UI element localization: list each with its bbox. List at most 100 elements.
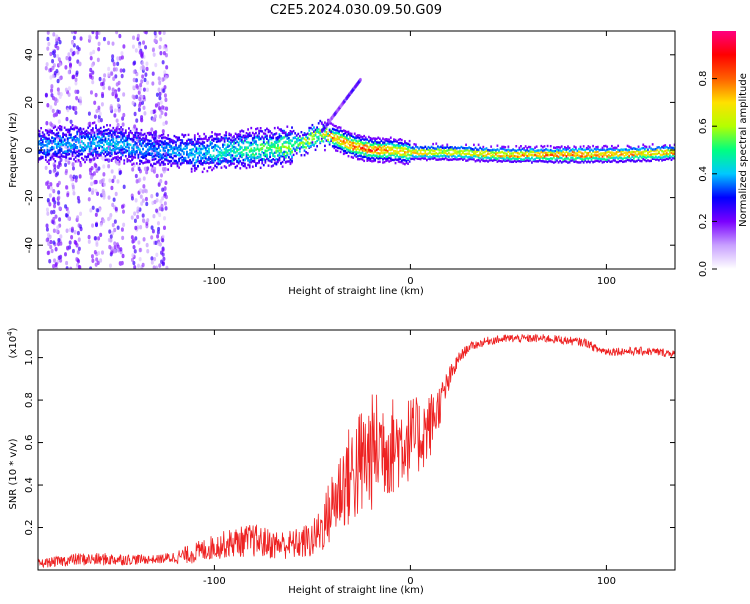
spectrogram-band-mark: [347, 146, 350, 150]
spectrogram-band-mark: [463, 149, 466, 153]
spectrogram-band-mark: [269, 155, 271, 159]
spectrogram-band-mark: [626, 155, 629, 159]
spectrogram-band-mark: [471, 156, 474, 160]
spectrogram-band-mark: [648, 155, 651, 158]
spectrogram-band-mark: [215, 162, 218, 165]
spectrogram-band-mark: [99, 137, 102, 140]
spectrogram-band-mark: [171, 151, 174, 155]
spectrogram-band-mark: [258, 152, 260, 156]
spectrogram-band-mark: [579, 155, 582, 158]
spectrogram-band-mark: [286, 141, 289, 144]
spectrogram-band-mark: [176, 139, 179, 142]
spectrogram-band-mark: [120, 152, 123, 155]
spectrogram-band-mark: [145, 142, 148, 146]
spectrogram-band-mark: [355, 145, 358, 149]
spectrogram-band-mark: [473, 150, 475, 153]
spectrogram-band-mark: [197, 140, 199, 143]
spectrogram-band-mark: [258, 161, 260, 164]
spectrogram-band-mark: [570, 149, 573, 152]
spectrogram-band-mark: [76, 130, 79, 134]
spectrogram-band-mark: [647, 155, 649, 158]
spectrogram-band-mark: [673, 147, 675, 150]
spectrogram-band-mark: [255, 164, 257, 167]
spectrogram-noise-mark: [143, 31, 147, 34]
spectrogram-band-mark: [393, 138, 395, 141]
spectrogram-noise-mark: [153, 166, 157, 172]
spectrogram-band-mark: [234, 132, 237, 135]
spectrogram-band-mark: [73, 146, 75, 149]
spectrogram-band-mark: [541, 151, 544, 154]
spectrogram-band-mark: [454, 155, 456, 158]
spectrogram-band-mark: [367, 156, 370, 160]
spectrogram-band-mark: [189, 148, 191, 152]
spectrogram-band-mark: [109, 143, 112, 147]
colorbar-ticks: 0.00.20.40.60.8: [698, 71, 717, 277]
spectrogram-band-mark: [272, 154, 275, 157]
spectrogram-noise-mark: [165, 65, 169, 70]
spectrogram-band-mark: [501, 145, 504, 149]
spectrogram-noise-mark: [157, 76, 161, 81]
spectrogram-band-mark: [273, 143, 276, 146]
spectrogram-band-mark: [541, 157, 544, 160]
spectrogram-band-mark: [129, 155, 132, 158]
spectrogram-band-mark: [284, 145, 287, 149]
spectrogram-band-mark: [355, 150, 358, 154]
spectrogram-band-mark: [596, 159, 599, 163]
spectrogram-band-mark: [458, 154, 461, 157]
spectrogram-band-mark: [352, 135, 355, 139]
spectrogram-band-mark: [51, 136, 54, 139]
spectrogram-band-mark: [215, 135, 218, 138]
spectrogram-band-mark: [443, 157, 446, 161]
spectrogram-band-mark: [380, 144, 383, 147]
spectrogram-band-mark: [88, 150, 91, 153]
spectrogram-band-mark: [531, 156, 533, 160]
spectrogram-band-mark: [540, 159, 543, 163]
spectrogram-band-mark: [396, 151, 398, 155]
spectrogram-band-mark: [333, 136, 336, 140]
spectrogram-band-mark: [617, 160, 620, 164]
spectrogram-band-mark: [289, 162, 292, 166]
spectrogram-band-mark: [596, 150, 599, 154]
spectrogram-band-mark: [159, 163, 162, 166]
spectrogram-band-mark: [228, 133, 231, 137]
spectrogram-band-mark: [330, 130, 333, 134]
spectrogram-band-mark: [653, 148, 656, 151]
spectrogram-noise-mark: [72, 74, 76, 79]
spectrogram-band-mark: [662, 146, 665, 149]
spectrogram-band-mark: [603, 148, 605, 151]
spectrogram-noise-mark: [119, 68, 123, 73]
spectrogram-band-mark: [582, 148, 585, 152]
spectrogram-band-mark: [592, 149, 594, 153]
spectrogram-band-mark: [372, 157, 375, 160]
spectrogram-band-mark: [170, 140, 173, 143]
spectrogram-band-mark: [628, 159, 631, 162]
spectrogram-band-mark: [356, 155, 359, 158]
spectrogram-band-mark: [113, 131, 116, 134]
spectrogram-band-mark: [298, 150, 301, 153]
spectrogram-band-mark: [305, 142, 308, 145]
spectrogram-band-mark: [253, 147, 256, 150]
spectrogram-band-mark: [559, 153, 562, 156]
spectrogram-band-mark: [128, 146, 130, 149]
spectrogram-band-mark: [623, 160, 626, 163]
spectrogram-noise-mark: [137, 44, 141, 49]
spectrogram-band-mark: [277, 154, 279, 157]
spectrogram-band-mark: [324, 144, 326, 148]
spectrogram-band-mark: [524, 159, 527, 163]
spectrogram-band-mark: [342, 147, 345, 150]
spectrogram-band-mark: [402, 149, 405, 152]
spectrogram-band-mark: [339, 145, 342, 148]
spectrogram-band-mark: [115, 156, 118, 159]
spectrogram-band-mark: [256, 134, 259, 137]
spectrogram-band-mark: [87, 142, 90, 145]
spectrogram-noise-mark: [157, 87, 161, 92]
spectrogram-band-mark: [176, 149, 179, 153]
spectrogram-band-mark: [469, 157, 472, 161]
spectrogram-noise-mark: [102, 193, 106, 198]
spectrogram-band-mark: [350, 132, 353, 136]
spectrogram-band-mark: [435, 151, 438, 155]
spectrogram-band-mark: [287, 148, 290, 151]
spectrogram-noise-mark: [165, 265, 169, 269]
spectrogram-noise-mark: [112, 175, 116, 180]
